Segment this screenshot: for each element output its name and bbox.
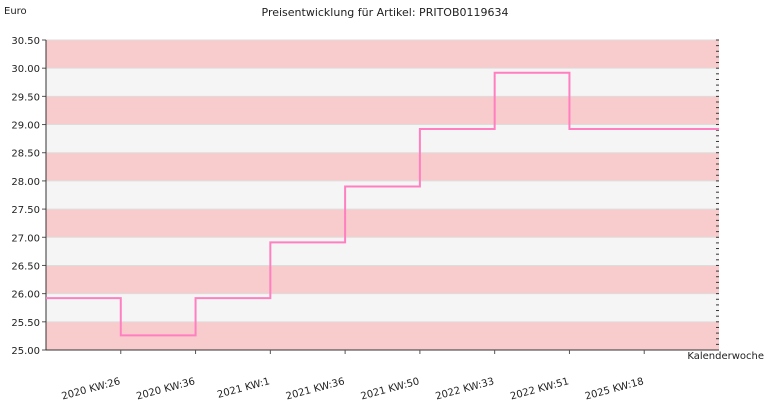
x-tick-label: 2021 KW:36 [285, 376, 346, 400]
grid-band [46, 40, 719, 69]
x-axis-label: Kalenderwoche [687, 351, 764, 362]
y-tick-label: 26.50 [11, 261, 40, 272]
y-tick-label: 30.50 [11, 36, 40, 47]
grid-band [46, 152, 719, 181]
x-tick-label: 2020 KW:26 [61, 376, 122, 400]
x-tick-label: 2021 KW:1 [216, 376, 271, 400]
grid-band [46, 265, 719, 294]
y-tick-label: 27.50 [11, 205, 40, 216]
y-tick-label: 25.50 [11, 318, 40, 329]
x-tick-label: 2022 KW:33 [434, 376, 495, 400]
y-axis-label: Euro [4, 6, 27, 17]
y-tick-label: 29.00 [11, 121, 40, 132]
grid-band [46, 68, 719, 97]
chart-title: Preisentwicklung für Artikel: PRITOB0119… [261, 6, 509, 19]
x-tick-label: 2022 KW:51 [509, 376, 570, 400]
x-tick-label: 2021 KW:50 [360, 376, 421, 400]
y-tick-label: 27.00 [11, 233, 40, 244]
y-tick-label: 28.00 [11, 177, 40, 188]
y-tick-label: 26.00 [11, 290, 40, 301]
grid-band [46, 237, 719, 266]
x-tick-label: 2025 KW:18 [584, 376, 645, 400]
x-tick-label: 2020 KW:36 [135, 376, 196, 400]
grid-band [46, 96, 719, 125]
price-step-line [46, 71, 719, 337]
grid-band [46, 180, 719, 210]
grid-band [46, 209, 719, 238]
y-tick-label: 30.00 [11, 64, 40, 75]
y-tick-label: 29.50 [11, 92, 40, 103]
grid-band [46, 293, 719, 322]
y-tick-label: 25.00 [11, 346, 40, 357]
y-tick-label: 28.50 [11, 149, 40, 160]
